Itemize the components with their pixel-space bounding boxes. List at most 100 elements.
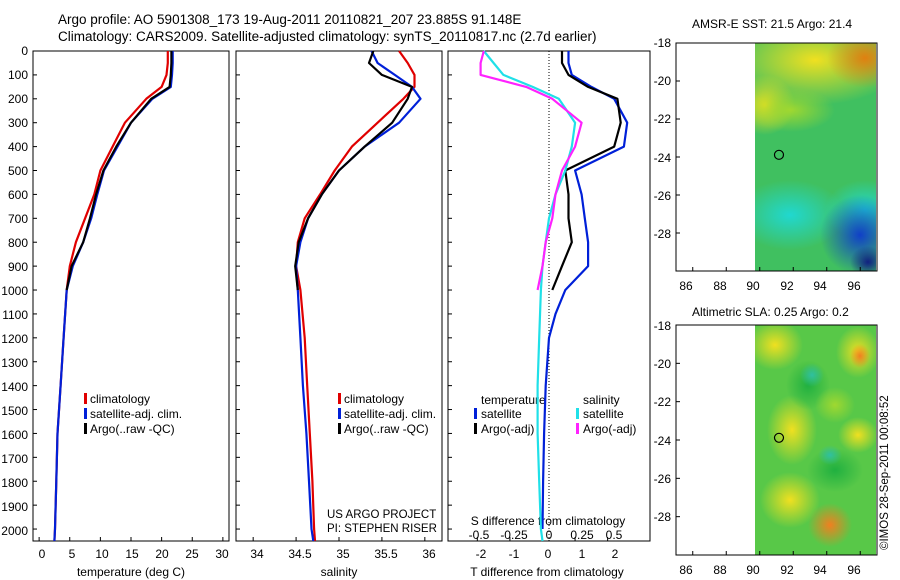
- temperature-series-satellite-adj-clim: [53, 51, 174, 542]
- ytick-label: -18: [654, 319, 672, 333]
- xtick-label: -2: [476, 547, 487, 561]
- ytick-label: 1800: [1, 476, 28, 490]
- legend-swatch-argo: [84, 423, 87, 434]
- s-difference-tick-labels: -0.5 -0.25 0 0.25 0.5: [469, 528, 623, 542]
- sst-map-panel: -18 -20 -22 -24 -26 -28 86 88 90 92 94 9…: [654, 36, 878, 293]
- ytick-label: 2000: [1, 524, 28, 538]
- sla-xtick-labels: 86 88 90 92 94 96: [679, 563, 861, 577]
- salinity-series-satellite-adj-clim: [295, 50, 422, 542]
- sla-map-panel: -18 -20 -22 -24 -26 -28 86 88 90 92 94 9…: [654, 319, 878, 577]
- xtick-label: 1: [579, 547, 586, 561]
- ytick-label: 1100: [2, 308, 28, 322]
- ytick-label: 400: [8, 140, 28, 154]
- ytick-label: 1300: [1, 356, 28, 370]
- legend-label: climatology: [344, 392, 404, 406]
- xtick-label: 86: [679, 563, 693, 577]
- legend-label: Argo(-adj): [583, 422, 636, 436]
- ytick-label: 600: [8, 188, 28, 202]
- xtick-label: 94: [813, 563, 827, 577]
- sla-low-patch: [818, 445, 842, 465]
- ytick-label: 800: [8, 236, 28, 250]
- ytick-label: 1500: [1, 404, 28, 418]
- xtick-label: 30: [215, 547, 229, 561]
- temperature-profile-panel: 0 100 200 300 400 500 600 700 800 900 10…: [1, 44, 230, 579]
- legend-swatch-climatology: [338, 393, 341, 404]
- difference-series-s-satellite: [482, 50, 577, 542]
- ytick-label: -26: [654, 472, 672, 486]
- sla-heatmap-field: [755, 325, 876, 555]
- difference-profile-panel: temperature salinity satellite Argo(-adj…: [447, 50, 651, 579]
- xtick-label: 90: [746, 279, 760, 293]
- salinity-axes-frame: [235, 50, 443, 542]
- ytick-label: -18: [654, 36, 672, 50]
- ytick-label: -28: [654, 510, 672, 524]
- sla-low-patch: [800, 363, 824, 387]
- ytick-label: -28: [654, 227, 672, 241]
- legend-swatch-t-argo: [474, 423, 477, 434]
- xtick-label: 90: [746, 563, 760, 577]
- salinity-legend: climatology satellite-adj. clim. Argo(..…: [338, 392, 436, 436]
- legend-swatch-s-argo: [576, 423, 579, 434]
- temperature-series-argo-raw-qc: [65, 51, 173, 291]
- xtick-label: 35: [336, 547, 350, 561]
- legend-label: Argo(..raw -QC): [90, 422, 175, 436]
- sla-high-patch: [838, 417, 876, 453]
- ytick-label: 900: [8, 260, 28, 274]
- xtick-label: 20: [155, 547, 169, 561]
- xtick-label: 36: [422, 547, 436, 561]
- sla-higher-patch: [850, 344, 870, 368]
- ytick-label: 1600: [1, 428, 28, 442]
- ytick-label: -26: [654, 189, 672, 203]
- legend-label: satellite: [481, 407, 522, 421]
- ytick-label: -24: [654, 151, 672, 165]
- temperature-xlabel: temperature (deg C): [77, 565, 185, 579]
- argo-profile-location-marker: [773, 149, 785, 160]
- xtick-label: 92: [780, 279, 794, 293]
- sla-mild-patch: [815, 387, 855, 423]
- xtick-label: 5: [69, 547, 76, 561]
- xtick-label: 96: [847, 279, 861, 293]
- temperature-xtick-labels: 0 5 10 15 20 25 30: [39, 547, 229, 561]
- sst-heatmap-field: [755, 43, 876, 271]
- temperature-series-climatology: [53, 51, 169, 542]
- sst-hot-patch: [827, 43, 876, 88]
- ytick-label: -24: [654, 434, 672, 448]
- xtick-label: 2: [612, 547, 619, 561]
- legend-header: temperature: [481, 393, 546, 407]
- depth-tick-labels: 0 100 200 300 400 500 600 700 800 900 10…: [1, 44, 28, 538]
- xtick-label: 25: [185, 547, 199, 561]
- xtick-label: 96: [847, 563, 861, 577]
- ytick-label: 1700: [1, 452, 28, 466]
- xtick-label: 10: [95, 547, 109, 561]
- legend-swatch-argo: [338, 423, 341, 434]
- sla-high-patch: [755, 325, 803, 370]
- stick-label: 0.25: [570, 528, 594, 542]
- ytick-label: 300: [8, 116, 28, 130]
- ytick-label: -20: [654, 74, 672, 88]
- t-difference-tick-labels: -2 -1 0 1 2: [476, 547, 619, 561]
- ytick-label: 1400: [1, 380, 28, 394]
- ytick-label: -20: [654, 357, 672, 371]
- xtick-label: 92: [780, 563, 794, 577]
- ytick-label: 1900: [1, 500, 28, 514]
- s-difference-label: S difference from climatology: [471, 514, 626, 528]
- header-line-2: Climatology: CARS2009. Satellite-adjuste…: [58, 29, 597, 44]
- difference-legend: temperature salinity satellite Argo(-adj…: [474, 393, 636, 436]
- xtick-label: 88: [713, 279, 727, 293]
- legend-swatch-climatology: [84, 393, 87, 404]
- legend-header: salinity: [583, 393, 620, 407]
- xtick-label: 94: [813, 279, 827, 293]
- sla-high-patch: [760, 472, 820, 528]
- legend-label: satellite-adj. clim.: [344, 407, 436, 421]
- legend-swatch-satellite: [84, 408, 87, 419]
- stick-label: 0.5: [606, 528, 623, 542]
- argo-profile-location-marker: [773, 432, 785, 443]
- stick-label: 0: [546, 528, 553, 542]
- sst-coldest-patch: [850, 246, 876, 271]
- salinity-profile-panel: 34 34.5 35 35.5 36 salinity climatology …: [235, 50, 443, 579]
- t-difference-xlabel: T difference from climatology: [470, 565, 624, 579]
- legend-swatch-s-satellite: [576, 408, 579, 419]
- salinity-series-climatology: [295, 50, 416, 542]
- salinity-xlabel: salinity: [321, 565, 358, 579]
